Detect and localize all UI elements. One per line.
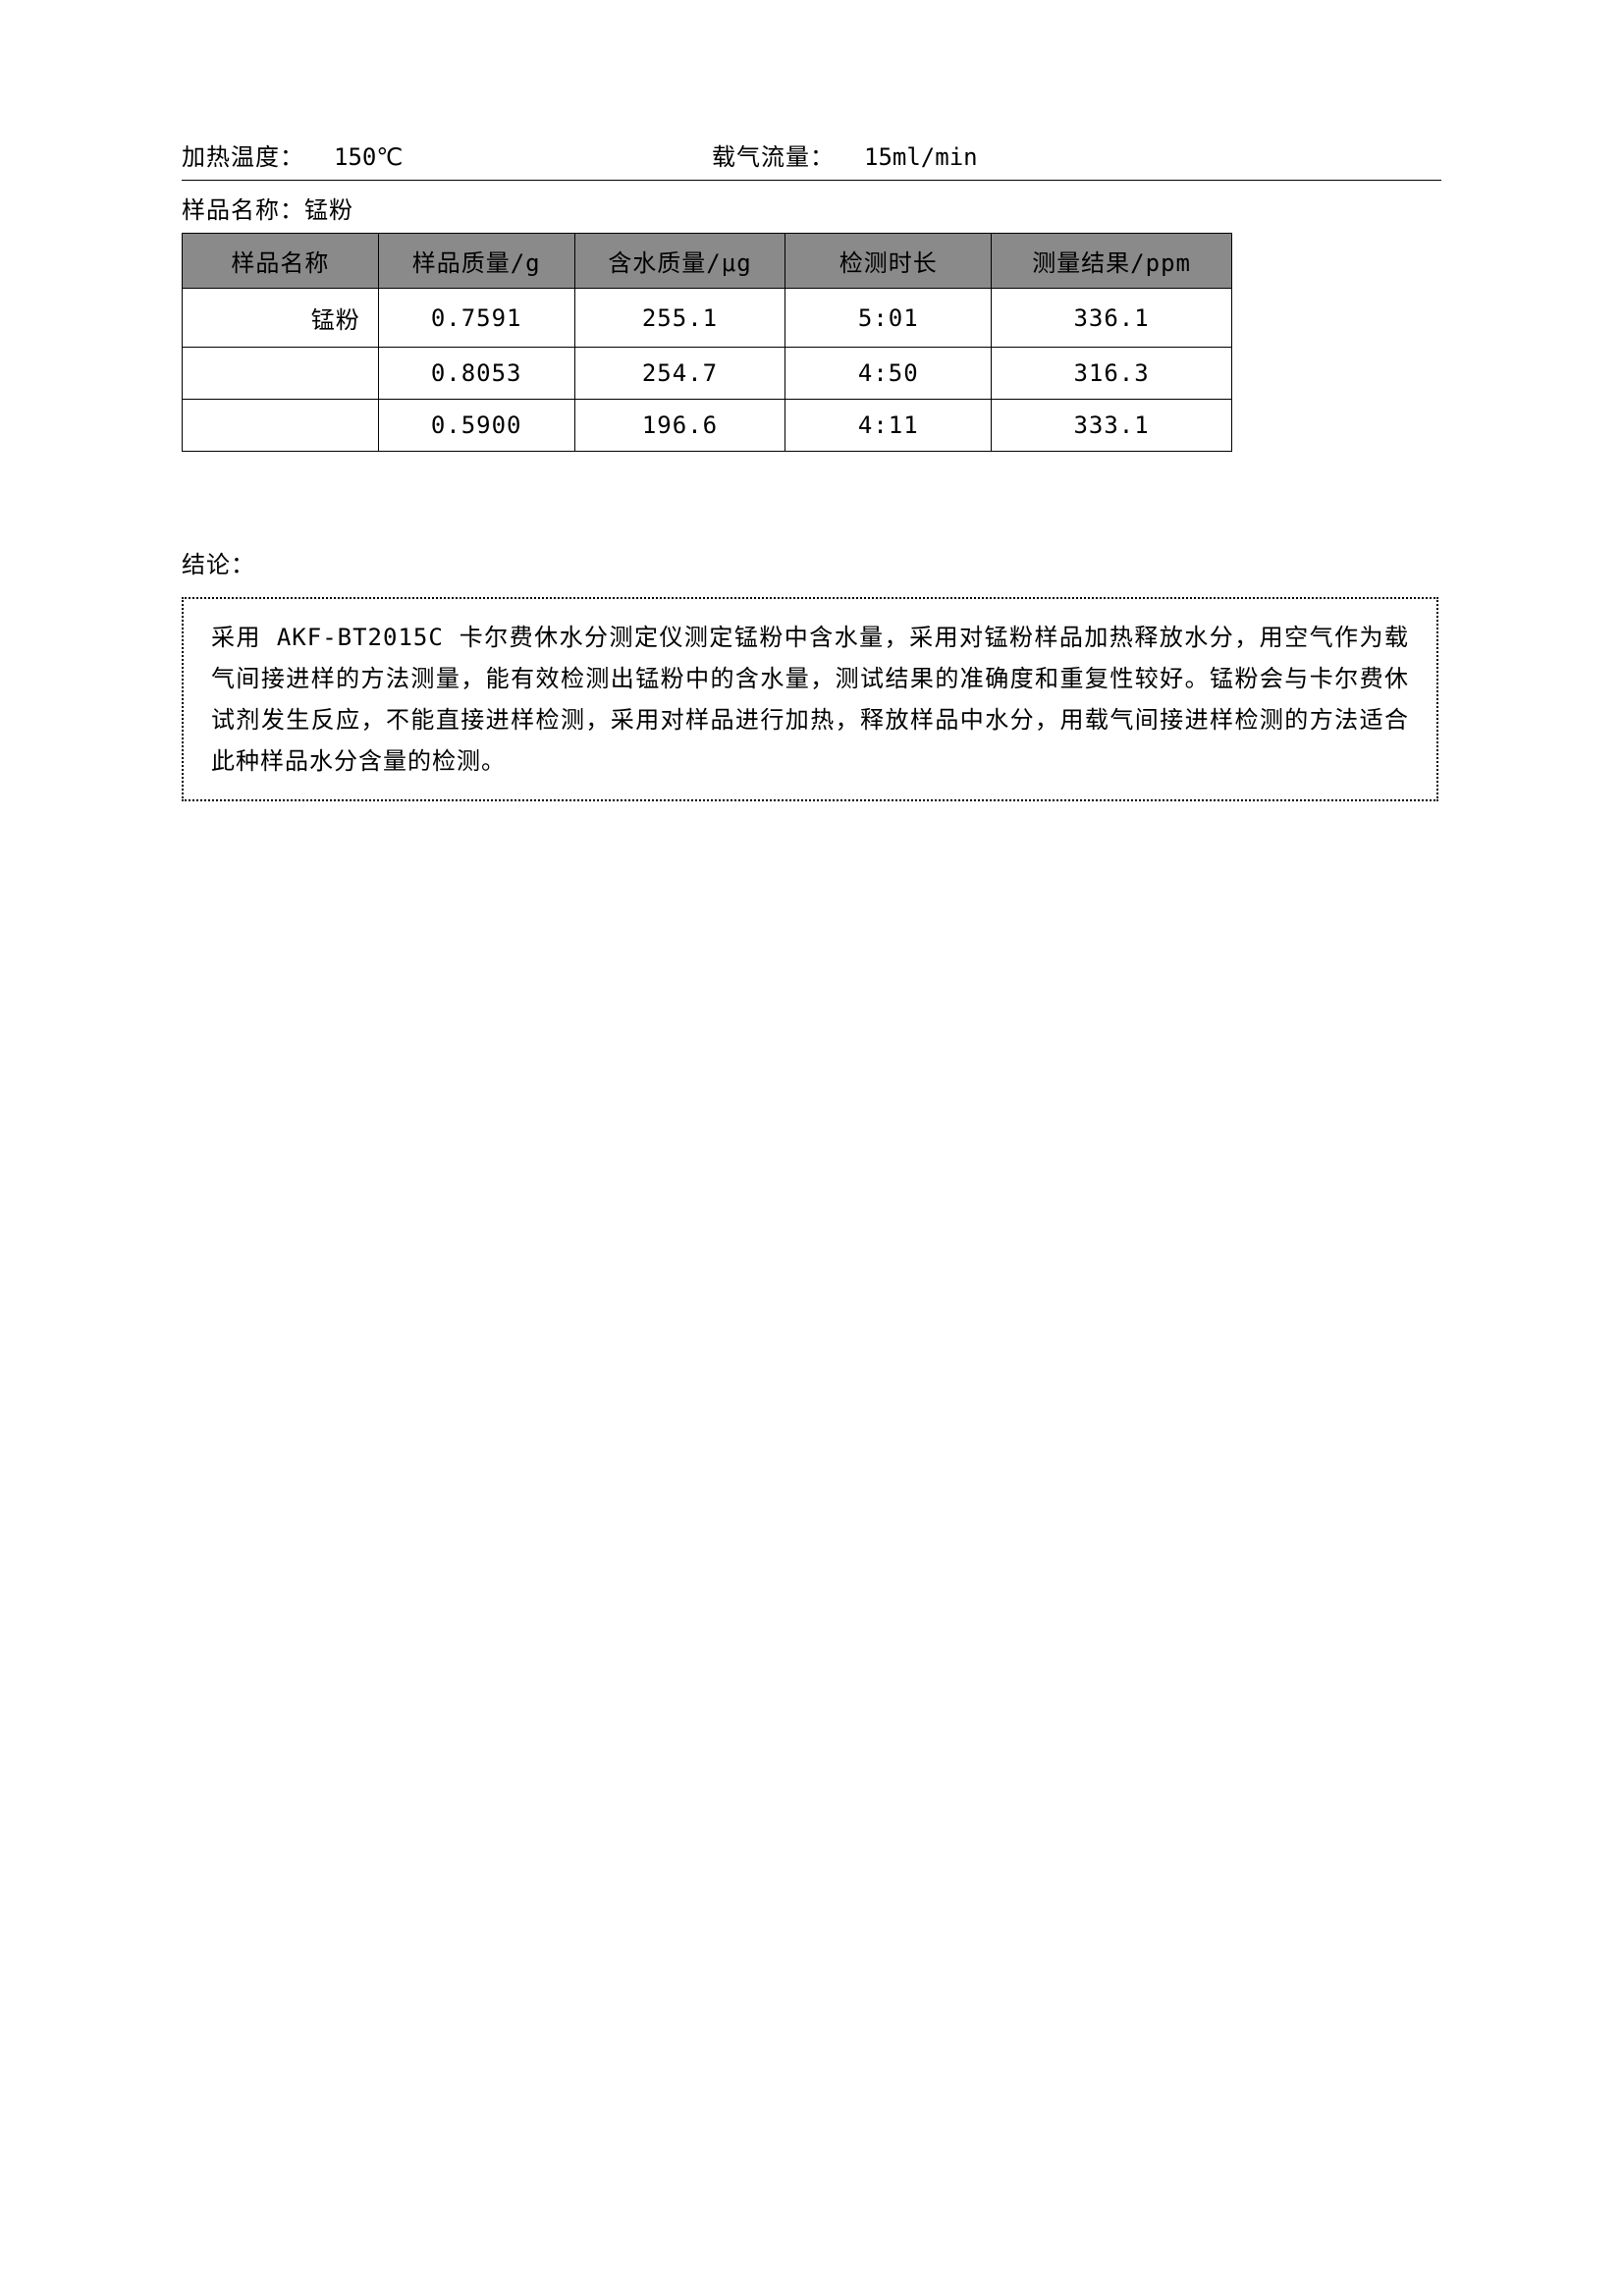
table-row: 锰粉 0.7591 255.1 5:01 336.1 <box>183 289 1232 348</box>
table-cell: 336.1 <box>992 289 1232 348</box>
flow-value: 15ml/min <box>864 143 978 171</box>
table-cell: 333.1 <box>992 400 1232 452</box>
conclusion-box: 采用 AKF-BT2015C 卡尔费休水分测定仪测定锰粉中含水量，采用对锰粉样品… <box>182 597 1438 801</box>
table-cell <box>183 348 379 400</box>
conclusion-label: 结论： <box>182 545 1441 579</box>
table-header: 样品名称 样品质量/g 含水质量/μg 检测时长 测量结果/ppm <box>183 234 1232 289</box>
table-cell: 锰粉 <box>183 289 379 348</box>
conclusion-text: 采用 AKF-BT2015C 卡尔费休水分测定仪测定锰粉中含水量，采用对锰粉样品… <box>211 624 1409 775</box>
temp-label: 加热温度： <box>182 137 304 172</box>
param-temperature: 加热温度： 150℃ <box>182 137 712 172</box>
flow-label: 载气流量： <box>712 137 835 172</box>
data-table: 样品名称 样品质量/g 含水质量/μg 检测时长 测量结果/ppm 锰粉 0.7… <box>182 233 1232 452</box>
col-header: 样品名称 <box>183 234 379 289</box>
table-body: 锰粉 0.7591 255.1 5:01 336.1 0.8053 254.7 … <box>183 289 1232 452</box>
table-cell: 0.7591 <box>378 289 574 348</box>
table-cell: 0.8053 <box>378 348 574 400</box>
table-row: 0.5900 196.6 4:11 333.1 <box>183 400 1232 452</box>
table-cell: 196.6 <box>574 400 785 452</box>
temp-value: 150℃ <box>334 143 403 171</box>
table-cell: 4:11 <box>785 400 992 452</box>
param-flow: 载气流量： 15ml/min <box>712 137 978 172</box>
table-cell: 255.1 <box>574 289 785 348</box>
table-cell: 4:50 <box>785 348 992 400</box>
col-header: 检测时长 <box>785 234 992 289</box>
sample-name-value: 锰粉 <box>304 198 353 224</box>
table-cell: 254.7 <box>574 348 785 400</box>
table-cell: 0.5900 <box>378 400 574 452</box>
table-cell <box>183 400 379 452</box>
col-header: 含水质量/μg <box>574 234 785 289</box>
table-row: 0.8053 254.7 4:50 316.3 <box>183 348 1232 400</box>
sample-name-label: 样品名称： <box>182 198 304 224</box>
table-cell: 316.3 <box>992 348 1232 400</box>
table-header-row: 样品名称 样品质量/g 含水质量/μg 检测时长 测量结果/ppm <box>183 234 1232 289</box>
params-row: 加热温度： 150℃ 载气流量： 15ml/min <box>182 137 1441 172</box>
sample-name-row: 样品名称：锰粉 <box>182 180 1441 233</box>
col-header: 测量结果/ppm <box>992 234 1232 289</box>
col-header: 样品质量/g <box>378 234 574 289</box>
table-cell: 5:01 <box>785 289 992 348</box>
